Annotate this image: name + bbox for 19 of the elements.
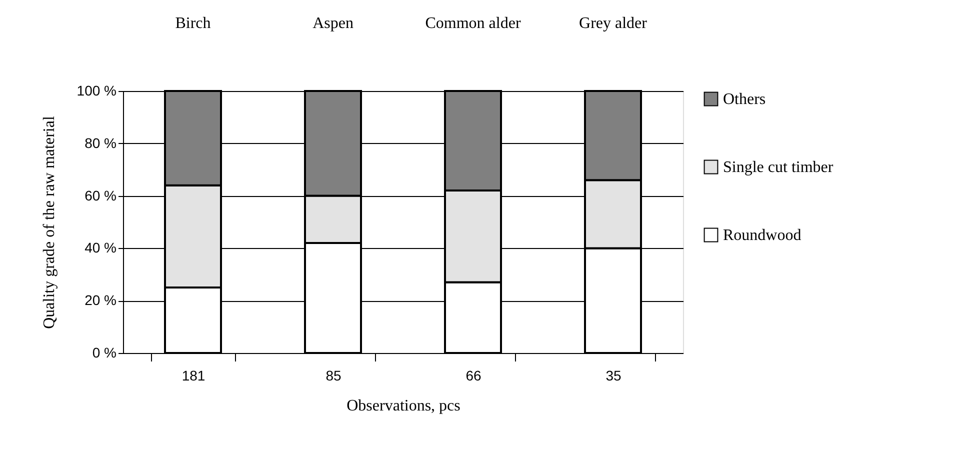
x-tick-label: 181 (182, 368, 206, 384)
y-tick-label: 80 % (84, 134, 116, 151)
y-tick-label: 40 % (84, 240, 116, 256)
y-tick-label: 60 % (84, 187, 116, 204)
legend-label: Roundwood (723, 227, 802, 244)
text: Birch (175, 15, 211, 32)
x-axis-title: Observations, pcs (346, 398, 460, 414)
y-tick-label: 100 % (76, 82, 116, 98)
legend-label: Single cut timber (723, 159, 834, 176)
legend-label: Others (723, 91, 766, 108)
text: Aspen (312, 15, 354, 32)
x-tick-label: 85 (326, 368, 342, 384)
text: Grey alder (579, 15, 648, 32)
y-tick-label: 20 % (84, 292, 116, 308)
y-axis-title: Quality grade of the raw material (40, 116, 58, 329)
x-tick-label: 66 (466, 368, 482, 384)
x-tick-label: 35 (606, 368, 622, 384)
text: Common alder (425, 15, 522, 32)
y-tick-label: 0 % (92, 344, 116, 360)
